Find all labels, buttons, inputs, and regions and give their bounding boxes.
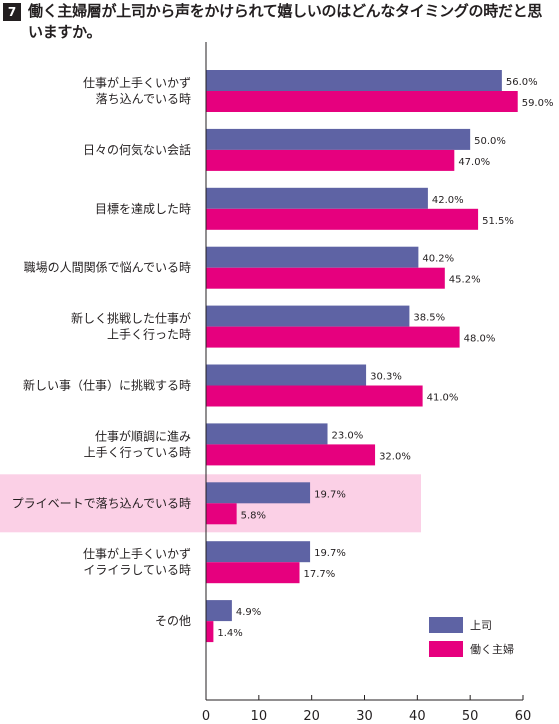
question-title: 働く主婦層が上司から声をかけられて嬉しいのはどんなタイミングの時だと思いますか。	[28, 2, 543, 41]
data-label: 19.7%	[314, 548, 346, 559]
x-tick-label: 20	[303, 709, 320, 724]
data-label: 38.5%	[413, 313, 445, 324]
x-tick-label: 30	[356, 709, 373, 724]
bar-boss	[206, 246, 419, 268]
data-label: 23.0%	[332, 430, 364, 441]
category-label: 職場の人間関係で悩んでいる時	[24, 261, 191, 275]
category-label: イライラしている時	[83, 563, 191, 577]
bar-housewife	[206, 149, 455, 171]
data-label: 1.4%	[217, 628, 242, 639]
data-label: 59.0%	[522, 98, 554, 109]
data-label: 4.9%	[236, 607, 261, 618]
data-label: 17.7%	[304, 569, 336, 580]
bar-housewife	[206, 385, 423, 407]
bar-housewife	[206, 326, 460, 348]
bar-housewife	[206, 208, 479, 230]
bar-boss	[206, 364, 367, 386]
category-label: 仕事が上手くいかず	[83, 75, 191, 90]
bar-housewife	[206, 267, 445, 289]
legend-swatch	[429, 617, 463, 633]
data-label: 42.0%	[432, 195, 464, 206]
data-label: 30.3%	[370, 372, 402, 383]
legend-label: 働く主婦	[470, 642, 514, 656]
data-label: 41.0%	[427, 393, 459, 404]
legend-label: 上司	[470, 619, 492, 632]
bar-boss	[206, 541, 311, 563]
bar-housewife	[206, 562, 300, 584]
bar-housewife	[206, 91, 518, 112]
data-label: 40.2%	[422, 254, 454, 265]
bar-housewife	[206, 621, 214, 643]
x-tick-label: 10	[251, 709, 268, 724]
data-label: 19.7%	[314, 489, 346, 500]
bar-boss	[206, 187, 428, 209]
question-number: 7	[3, 3, 21, 21]
bar-boss	[206, 600, 232, 622]
category-label: 新しく挑戦した仕事が	[71, 311, 191, 326]
data-label: 5.8%	[241, 510, 266, 521]
category-label: 仕事が順調に進み	[95, 428, 191, 443]
category-label: 上手く行っている時	[84, 445, 191, 459]
legend-swatch	[429, 641, 463, 657]
data-label: 56.0%	[506, 77, 538, 88]
category-label: その他	[155, 614, 191, 628]
x-tick-label: 40	[409, 709, 426, 724]
category-label: 新しい事（仕事）に挑戦する時	[23, 378, 191, 393]
bar-boss	[206, 70, 502, 91]
data-label: 51.5%	[482, 216, 514, 227]
category-label: プライベートで落ち込んでいる時	[12, 496, 191, 510]
bar-boss	[206, 128, 471, 150]
x-tick-label: 60	[515, 709, 532, 724]
category-label: 上手く行った時	[107, 328, 191, 342]
bar-boss	[206, 482, 311, 504]
bar-boss	[206, 305, 410, 327]
bar-housewife	[206, 444, 376, 466]
category-label: 日々の何気ない会話	[83, 142, 191, 157]
category-label: 目標を達成した時	[95, 202, 191, 216]
data-label: 45.2%	[449, 275, 481, 286]
bar-housewife	[206, 503, 237, 525]
data-label: 32.0%	[379, 451, 411, 462]
category-label: 仕事が上手くいかず	[83, 546, 191, 561]
data-label: 47.0%	[458, 157, 490, 168]
data-label: 50.0%	[474, 136, 506, 147]
x-tick-label: 0	[202, 709, 210, 724]
x-tick-label: 50	[462, 709, 479, 724]
bar-boss	[206, 423, 328, 445]
category-label: 落ち込んでいる時	[96, 92, 191, 106]
data-label: 48.0%	[464, 334, 496, 345]
